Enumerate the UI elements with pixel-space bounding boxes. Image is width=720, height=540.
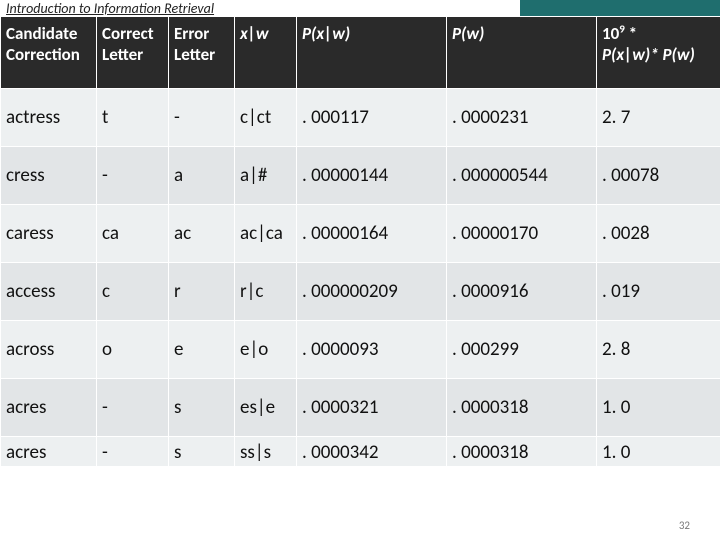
page-subtitle: Introduction to Information Retrieval — [6, 0, 214, 17]
table-row: acres - s ss|s . 0000342 . 0000318 1. 0 — [1, 437, 720, 467]
table-row: acres - s es|e . 0000321 . 0000318 1. 0 — [1, 379, 720, 437]
cell-prod: 1. 0 — [597, 379, 720, 437]
table-header-row: Candidate Correction Correct Letter Erro… — [1, 17, 720, 89]
cell-err: ac — [169, 205, 235, 263]
table-row: actress t - c|ct . 000117 . 0000231 2. 7 — [1, 89, 720, 147]
col-prod-tenbase: 10 — [602, 23, 619, 44]
cell-corr: - — [97, 437, 169, 467]
cell-prod: 2. 7 — [597, 89, 720, 147]
cell-cand: acres — [1, 379, 97, 437]
cell-xw: r|c — [235, 263, 297, 321]
col-pxw-text: P(x|w) — [302, 23, 350, 44]
cell-corr: o — [97, 321, 169, 379]
cell-corr: t — [97, 89, 169, 147]
cell-pxw: . 0000093 — [297, 321, 447, 379]
page-number: 32 — [679, 519, 690, 532]
cell-corr: - — [97, 147, 169, 205]
cell-pxw: . 000000209 — [297, 263, 447, 321]
cell-pw: . 0000916 — [447, 263, 597, 321]
table-row: across o e e|o . 0000093 . 000299 2. 8 — [1, 321, 720, 379]
cell-prod: 2. 8 — [597, 321, 720, 379]
cell-pw: . 0000318 — [447, 437, 597, 467]
cell-prod: . 0028 — [597, 205, 720, 263]
cell-pw: . 0000231 — [447, 89, 597, 147]
cell-prod: . 019 — [597, 263, 720, 321]
cell-cand: access — [1, 263, 97, 321]
col-p-x-given-w: P(x|w) — [297, 17, 447, 89]
cell-pw: . 000000544 — [447, 147, 597, 205]
cell-prod: 1. 0 — [597, 437, 720, 467]
cell-pxw: . 00000144 — [297, 147, 447, 205]
col-correct-letter: Correct Letter — [97, 17, 169, 89]
col-product: 109 * P(x|w)* P(w) — [597, 17, 720, 89]
table-row: access c r r|c . 000000209 . 0000916 . 0… — [1, 263, 720, 321]
cell-pw: . 00000170 — [447, 205, 597, 263]
cell-xw: es|e — [235, 379, 297, 437]
cell-pxw: . 000117 — [297, 89, 447, 147]
cell-corr: - — [97, 379, 169, 437]
cell-cand: caress — [1, 205, 97, 263]
cell-cand: acres — [1, 437, 97, 467]
cell-xw: a|# — [235, 147, 297, 205]
cell-err: e — [169, 321, 235, 379]
cell-cand: actress — [1, 89, 97, 147]
cell-prod: . 00078 — [597, 147, 720, 205]
cell-err: a — [169, 147, 235, 205]
slide-container: { "header": { "subtitle": "Introduction … — [0, 0, 720, 540]
cell-err: - — [169, 89, 235, 147]
cell-xw: e|o — [235, 321, 297, 379]
top-accent-bar — [520, 0, 720, 16]
cell-err: r — [169, 263, 235, 321]
cell-pxw: . 0000342 — [297, 437, 447, 467]
col-x-given-w: x|w — [235, 17, 297, 89]
cell-xw: c|ct — [235, 89, 297, 147]
col-candidate: Candidate Correction — [1, 17, 97, 89]
cell-pxw: . 0000321 — [297, 379, 447, 437]
cell-corr: ca — [97, 205, 169, 263]
col-prod-star: * — [625, 23, 637, 44]
cell-cand: across — [1, 321, 97, 379]
table-row: caress ca ac ac|ca . 00000164 . 00000170… — [1, 205, 720, 263]
col-error-letter: Error Letter — [169, 17, 235, 89]
cell-xw: ac|ca — [235, 205, 297, 263]
col-prod-eq: P(x|w)* P(w) — [602, 44, 695, 65]
cell-pxw: . 00000164 — [297, 205, 447, 263]
cell-xw: ss|s — [235, 437, 297, 467]
cell-err: s — [169, 379, 235, 437]
cell-err: s — [169, 437, 235, 467]
cell-pw: . 0000318 — [447, 379, 597, 437]
col-p-w: P(w) — [447, 17, 597, 89]
cell-pw: . 000299 — [447, 321, 597, 379]
cell-corr: c — [97, 263, 169, 321]
corrections-table: Candidate Correction Correct Letter Erro… — [0, 16, 720, 467]
col-pw-text: P(w) — [452, 23, 484, 44]
table-row: cress - a a|# . 00000144 . 000000544 . 0… — [1, 147, 720, 205]
cell-cand: cress — [1, 147, 97, 205]
col-xw-text: x|w — [240, 23, 269, 44]
